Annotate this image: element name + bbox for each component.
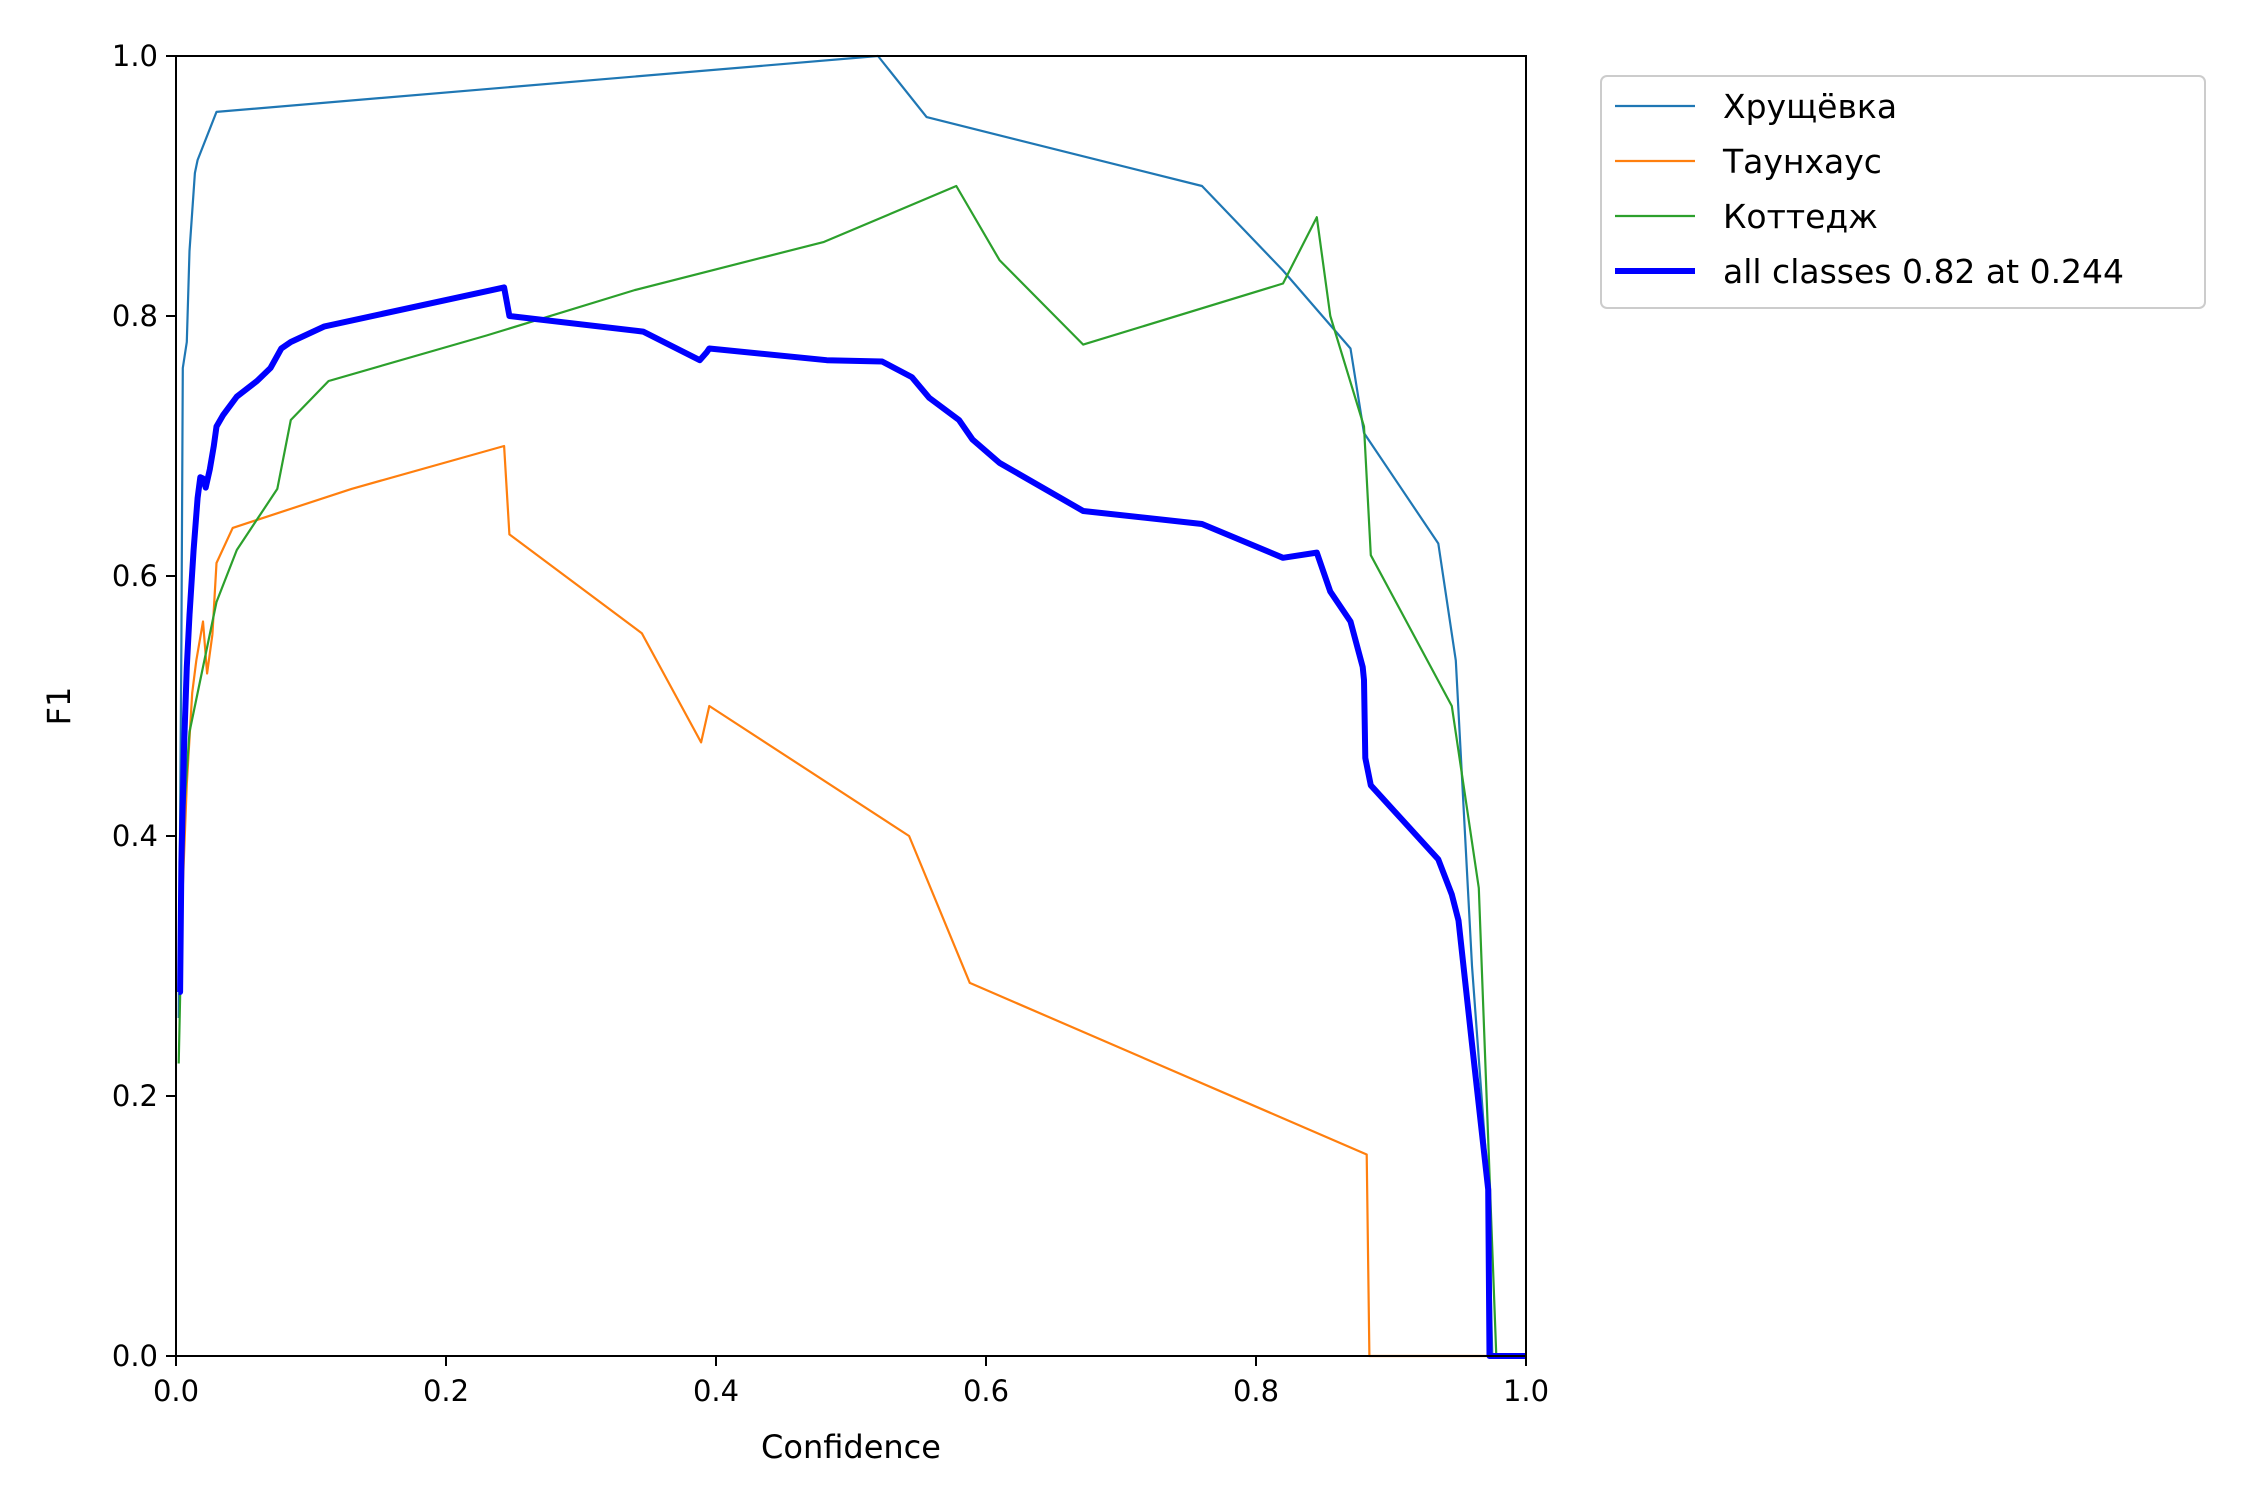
series-line-4: [177, 284, 1526, 1359]
y-tick-label: 0.8: [112, 299, 158, 333]
y-axis-ticks: 0.0 0.2 0.4 0.6 0.8 1.0: [112, 39, 176, 1373]
legend-label-1: Хрущёвка: [1723, 87, 1897, 126]
y-tick-label: 0.4: [112, 819, 158, 853]
y-tick-label: 1.0: [112, 39, 158, 73]
legend-label-2: Таунхаус: [1722, 142, 1882, 181]
y-axis-label: F1: [40, 687, 78, 726]
legend-label-4: all classes 0.82 at 0.244: [1723, 252, 2124, 291]
x-axis-label: Confidence: [761, 1428, 941, 1466]
y-tick-label: 0.0: [112, 1339, 158, 1373]
legend-label-3: Коттедж: [1723, 197, 1878, 236]
x-tick-label: 0.8: [1233, 1374, 1279, 1408]
x-axis-ticks: 0.0 0.2 0.4 0.6 0.8 1.0: [153, 1356, 1549, 1408]
x-tick-label: 1.0: [1503, 1374, 1549, 1408]
series-line-3: [177, 184, 1526, 1358]
series-line-2: [177, 444, 1526, 1358]
legend-frame: [1600, 75, 2206, 309]
x-tick-label: 0.6: [963, 1374, 1009, 1408]
x-tick-label: 0.2: [423, 1374, 469, 1408]
x-tick-label: 0.0: [153, 1374, 199, 1408]
y-tick-label: 0.2: [112, 1079, 158, 1113]
plot-frame: [175, 55, 1527, 1357]
legend-items: Хрущёвка Таунхаус Коттедж all classes 0.82 …: [1615, 87, 2124, 291]
series-line-1: [177, 54, 1526, 1358]
y-tick-label: 0.6: [112, 559, 158, 593]
legend: Хрущёвка Таунхаус Коттедж all classes 0.82 …: [1600, 75, 2206, 309]
x-tick-label: 0.4: [693, 1374, 739, 1408]
series-layer: [177, 54, 1526, 1359]
